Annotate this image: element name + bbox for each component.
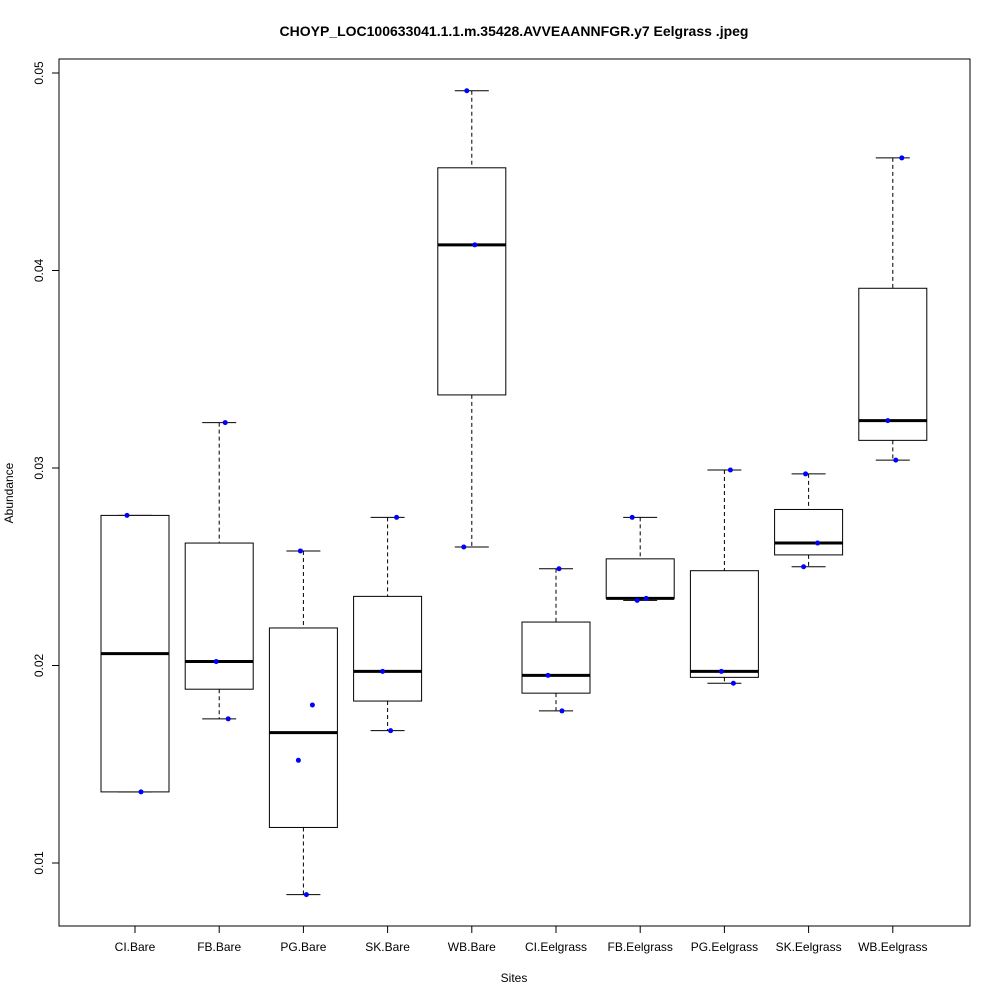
data-point	[803, 471, 809, 477]
box-FB.Eelgrass	[605, 558, 675, 599]
data-point	[225, 716, 231, 722]
data-point	[559, 708, 565, 714]
y-tick-label: 0.01	[32, 851, 46, 875]
y-tick-label: 0.02	[32, 653, 46, 677]
data-point	[295, 757, 301, 763]
x-tick-label: CI.Eelgrass	[525, 940, 587, 954]
box-PG.Eelgrass	[689, 570, 759, 678]
x-tick-label: FB.Bare	[197, 940, 241, 954]
data-point	[380, 668, 386, 674]
box-WB.Bare	[437, 167, 507, 396]
data-point	[394, 514, 400, 520]
data-point	[303, 892, 309, 898]
data-point	[138, 789, 144, 795]
data-point	[309, 702, 315, 708]
chart-title: CHOYP_LOC100633041.1.1.m.35428.AVVEAANNF…	[280, 23, 749, 39]
x-tick-label: SK.Eelgrass	[776, 940, 842, 954]
data-point	[815, 540, 821, 546]
data-point	[472, 242, 478, 248]
data-point	[556, 566, 562, 572]
y-tick-label: 0.03	[32, 456, 46, 480]
data-point	[629, 514, 635, 520]
data-point	[464, 88, 470, 94]
box-CI.Eelgrass	[521, 621, 591, 694]
box-FB.Bare	[184, 542, 254, 690]
box-SK.Bare	[353, 595, 423, 702]
x-tick-label: PG.Bare	[280, 940, 326, 954]
data-point	[124, 512, 130, 518]
data-point	[885, 418, 891, 424]
box-WB.Eelgrass	[858, 287, 928, 441]
y-tick-label: 0.04	[32, 258, 46, 282]
data-point	[643, 595, 649, 601]
data-point	[801, 564, 807, 570]
x-tick-label: WB.Eelgrass	[858, 940, 927, 954]
data-point	[718, 668, 724, 674]
data-point	[545, 672, 551, 678]
data-point	[297, 548, 303, 554]
data-point	[461, 544, 467, 550]
x-tick-label: CI.Bare	[115, 940, 156, 954]
data-point	[388, 728, 394, 734]
x-tick-label: SK.Bare	[365, 940, 410, 954]
x-tick-label: FB.Eelgrass	[608, 940, 673, 954]
x-axis-label: Sites	[501, 971, 528, 985]
y-axis-label: Abundance	[2, 462, 16, 523]
box-PG.Bare	[268, 627, 338, 828]
x-tick-label: WB.Bare	[448, 940, 496, 954]
plot-frame	[58, 58, 971, 927]
box-SK.Eelgrass	[774, 508, 844, 556]
x-tick-label: PG.Eelgrass	[691, 940, 758, 954]
data-point	[893, 457, 899, 463]
data-point	[899, 155, 905, 161]
data-point	[634, 597, 640, 603]
data-point	[222, 420, 228, 426]
y-tick-label: 0.05	[32, 61, 46, 85]
data-point	[730, 680, 736, 686]
data-point	[727, 467, 733, 473]
data-point	[213, 659, 219, 665]
